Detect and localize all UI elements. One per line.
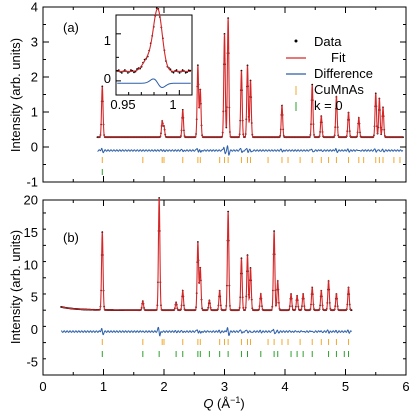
y-tick-label: 0 <box>31 140 38 155</box>
legend-item-fit: Fit <box>286 50 346 65</box>
difference-curve <box>97 145 404 156</box>
legend-label-difference: Difference <box>314 66 373 81</box>
legend-label-fit: Fit <box>331 50 346 65</box>
panel-a-marks <box>96 17 404 175</box>
x-axis-variable: Q <box>203 396 213 411</box>
inset-data-point <box>127 71 129 74</box>
legend-label-k0: k = 0 <box>314 98 343 113</box>
x-tick-label: 3 <box>221 379 228 394</box>
y-tick-label: 4 <box>31 0 38 15</box>
difference-curve <box>61 326 352 337</box>
inset-x-tick-label: 1 <box>169 97 176 112</box>
inset-data-point <box>117 69 120 72</box>
x-tick-label: 6 <box>402 379 409 394</box>
y-tick-label: 2 <box>31 70 38 85</box>
y-tick-label: 5 <box>31 290 38 305</box>
legend-item-cumnas: CuMnAs <box>295 82 364 97</box>
fit-curve <box>97 18 403 138</box>
inset-data-point <box>181 69 184 71</box>
legend-item-data: Data <box>294 34 342 49</box>
panel-a-axis-ticks <box>42 6 407 183</box>
panel-b-axis-ticks <box>42 200 407 376</box>
legend-item-k0: k = 0 <box>295 98 343 113</box>
y-tick-label: -1 <box>26 175 38 190</box>
y-tick-label: -5 <box>26 355 38 370</box>
y-tick-label: 0 <box>31 322 38 337</box>
legend-label-cumnas: CuMnAs <box>314 82 364 97</box>
inset-plot: 0.95 1 0 1 <box>104 7 193 112</box>
panel-b-y-axis-title: Intensity (arb. units) <box>8 230 23 344</box>
inset-data-point <box>172 71 175 74</box>
fit-curve <box>61 198 352 311</box>
x-axis-title: Q (Å−1) <box>203 395 244 411</box>
panel-b-marks <box>60 197 353 357</box>
inset-data-point <box>187 69 190 72</box>
legend-item-difference: Difference <box>286 66 373 81</box>
panel-a-y-tick-labels: -1 0 1 2 3 4 <box>26 0 38 190</box>
panel-b-x-tick-labels: 0 1 2 3 4 5 6 <box>39 379 409 394</box>
x-axis-unit-exponent: −1 <box>230 395 240 405</box>
x-tick-label: 4 <box>281 379 288 394</box>
y-tick-label: 10 <box>24 257 38 272</box>
legend: Data Fit Difference CuMnAs k = 0 <box>286 34 373 113</box>
x-tick-label: 0 <box>39 379 46 394</box>
inset-marks <box>115 7 192 95</box>
y-tick-label: 15 <box>24 225 38 240</box>
inset-x-tick-label: 0.95 <box>110 97 135 112</box>
panel-a-y-axis-title: Intensity (arb. units) <box>8 38 23 152</box>
inset-data-point <box>133 71 135 74</box>
panel-b-frame <box>42 199 407 376</box>
inset-data-point <box>130 69 132 71</box>
x-tick-label: 2 <box>160 379 167 394</box>
inset-y-tick-label: 1 <box>104 33 111 48</box>
y-tick-label: 1 <box>31 105 38 120</box>
inset-data-point <box>175 69 178 71</box>
x-axis-unit: (Å <box>213 396 230 411</box>
inset-data-point <box>178 71 181 74</box>
inset-difference-curve <box>117 78 191 89</box>
inset-frame <box>115 14 193 96</box>
inset-data-point <box>184 71 187 74</box>
y-tick-label: 20 <box>24 193 38 208</box>
x-tick-label: 5 <box>342 379 349 394</box>
inset-data-point <box>123 69 126 71</box>
legend-label-data: Data <box>314 34 342 49</box>
x-axis-unit-close: ) <box>240 396 244 411</box>
inset-y-tick-label: 0 <box>104 71 111 86</box>
legend-data-marker <box>294 39 298 43</box>
inset-fit-curve <box>117 8 191 73</box>
x-tick-label: 1 <box>100 379 107 394</box>
panel-b-y-tick-labels: -5 0 5 10 15 20 <box>24 193 38 370</box>
inset-data-point <box>120 71 123 74</box>
panel-a: -1 0 1 2 3 4 (a) Intensity (arb. units) Data … <box>8 0 407 190</box>
y-tick-label: 3 <box>31 35 38 50</box>
panel-b-label: (b) <box>63 230 79 245</box>
panel-a-label: (a) <box>63 20 79 35</box>
